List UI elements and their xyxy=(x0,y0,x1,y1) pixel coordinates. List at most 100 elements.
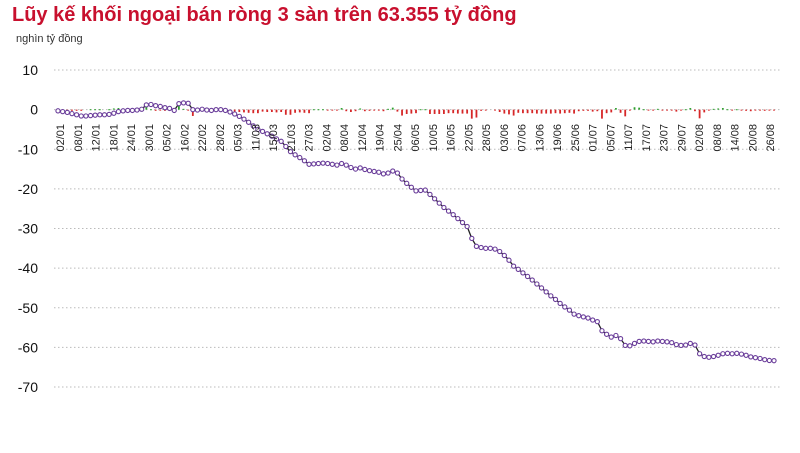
data-point xyxy=(180,100,187,106)
daily-flow-bar xyxy=(508,109,510,115)
daily-flow-bar xyxy=(280,109,283,113)
daily-flow-bar xyxy=(670,109,673,111)
data-point xyxy=(394,170,401,176)
daily-flow-bar xyxy=(261,109,264,112)
data-point xyxy=(450,211,456,218)
daily-flow-bar xyxy=(289,109,292,115)
daily-flow-bar xyxy=(754,109,757,111)
daily-flow-bar xyxy=(336,109,338,111)
daily-net-flow-bars xyxy=(61,102,775,119)
data-point xyxy=(194,107,201,113)
daily-flow-bar xyxy=(773,109,775,111)
data-point xyxy=(255,126,261,133)
daily-flow-bar xyxy=(363,109,366,112)
x-tick-label: 05/03 xyxy=(233,124,245,152)
x-tick-label: 02/01 xyxy=(55,124,67,152)
cumulative-series xyxy=(55,100,777,364)
daily-flow-bar xyxy=(554,109,557,114)
data-point xyxy=(97,112,103,118)
data-point xyxy=(729,351,735,357)
daily-flow-bar xyxy=(108,109,111,111)
daily-flow-bar xyxy=(480,109,482,111)
data-point xyxy=(445,208,452,214)
daily-flow-bar xyxy=(596,109,599,112)
daily-flow-bar xyxy=(628,109,631,111)
data-point xyxy=(320,160,326,166)
data-point xyxy=(297,154,303,161)
y-tick-label: -50 xyxy=(18,300,38,316)
data-point xyxy=(585,315,591,321)
data-point xyxy=(534,281,540,287)
daily-flow-bar xyxy=(531,109,534,114)
x-tick-label: 25/04 xyxy=(392,124,404,152)
data-point xyxy=(766,357,773,364)
data-point xyxy=(524,273,531,280)
y-axis-unit-label: nghìn tỷ đồng xyxy=(16,33,83,45)
data-point xyxy=(115,108,122,115)
data-point xyxy=(306,161,312,167)
daily-flow-bar xyxy=(703,109,706,113)
data-point xyxy=(129,107,136,114)
daily-flow-bar xyxy=(117,108,120,110)
x-tick-label: 03/06 xyxy=(499,124,511,152)
data-point xyxy=(548,293,554,299)
data-point xyxy=(101,112,108,118)
daily-flow-bar xyxy=(456,109,459,114)
data-point xyxy=(390,168,396,174)
x-tick-label: 08/08 xyxy=(712,124,724,152)
daily-flow-bar xyxy=(680,109,682,111)
data-point xyxy=(655,338,661,344)
daily-flow-bar xyxy=(540,109,543,114)
x-tick-label: 21/03 xyxy=(286,124,298,152)
daily-flow-bar xyxy=(512,109,515,116)
daily-flow-bar xyxy=(294,109,297,113)
data-point xyxy=(664,339,670,345)
daily-flow-bar xyxy=(266,109,269,113)
data-point xyxy=(562,304,568,310)
daily-flow-bar xyxy=(731,109,734,111)
data-point xyxy=(213,106,219,113)
data-point xyxy=(627,343,633,349)
daily-flow-bar xyxy=(429,109,431,114)
daily-flow-bar xyxy=(577,109,580,112)
daily-flow-bar xyxy=(638,107,641,110)
data-point xyxy=(362,166,368,173)
data-point xyxy=(678,342,684,349)
data-point xyxy=(492,246,498,252)
daily-flow-bar xyxy=(112,108,115,110)
x-tick-label: 06/05 xyxy=(410,124,422,152)
daily-flow-bar xyxy=(452,109,455,114)
data-point xyxy=(348,164,354,171)
daily-flow-bar xyxy=(735,109,738,111)
data-point xyxy=(283,143,289,150)
data-point xyxy=(287,148,294,155)
daily-flow-bar xyxy=(419,109,422,111)
y-tick-label: -40 xyxy=(18,260,38,276)
y-tick-label: -60 xyxy=(18,339,38,355)
daily-flow-bar xyxy=(461,109,464,114)
daily-flow-bar xyxy=(94,109,97,111)
data-point xyxy=(608,334,614,340)
daily-flow-bar xyxy=(661,109,664,111)
daily-flow-bar xyxy=(345,109,348,112)
daily-flow-bar xyxy=(642,109,645,111)
data-point xyxy=(385,170,391,176)
daily-flow-bar xyxy=(150,109,152,111)
data-point xyxy=(566,307,573,313)
data-point xyxy=(710,353,717,360)
daily-flow-bar xyxy=(442,109,445,114)
grid-layer xyxy=(54,69,780,388)
data-point xyxy=(580,314,587,320)
data-point xyxy=(771,358,777,364)
data-point xyxy=(376,169,382,175)
daily-flow-bar xyxy=(340,108,343,110)
data-point xyxy=(366,167,373,174)
data-point xyxy=(325,160,331,167)
data-point xyxy=(92,112,98,118)
daily-flow-bar xyxy=(308,109,310,114)
x-tick-label: 18/01 xyxy=(108,124,120,152)
data-point xyxy=(301,158,308,164)
daily-flow-bar xyxy=(98,109,101,111)
data-point xyxy=(622,342,628,349)
data-point xyxy=(659,338,666,345)
